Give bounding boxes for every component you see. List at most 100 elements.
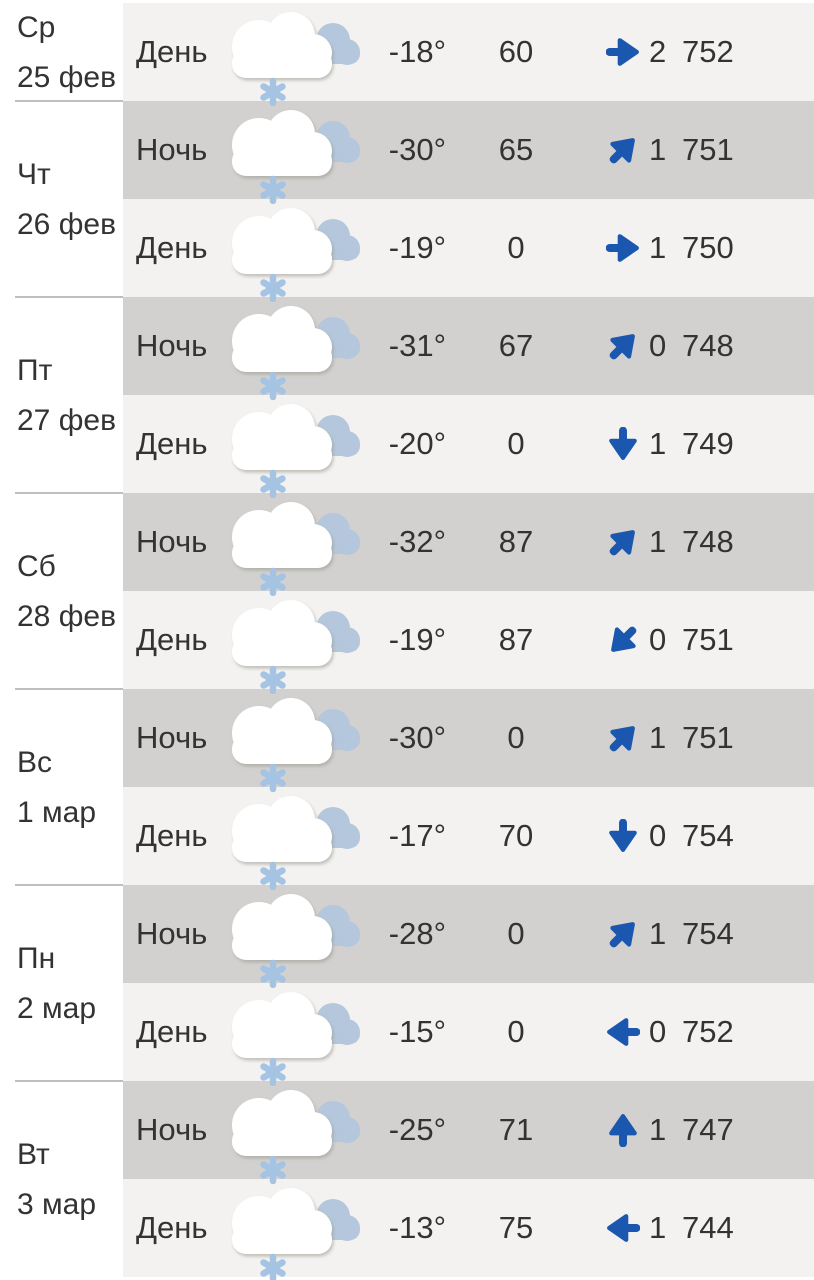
humidity-value: 0 xyxy=(507,916,525,951)
wind-speed-value: 1 xyxy=(649,426,667,461)
temperature-value: -19° xyxy=(388,230,446,265)
day-rows: Ночь -30° 0 1 751 День -17° 70 0 7 xyxy=(123,689,814,885)
cloudy-snow-icon xyxy=(221,1076,346,1184)
cloudy-snow-icon xyxy=(221,390,346,498)
daypart-label: Ночь xyxy=(136,720,208,755)
humidity-value: 0 xyxy=(507,230,525,265)
wind-cell: 1 xyxy=(606,524,682,560)
daypart-label: День xyxy=(136,1014,208,1049)
temperature-value: -20° xyxy=(388,426,446,461)
day-name: Чт xyxy=(17,157,51,191)
humidity-value: 65 xyxy=(498,132,534,167)
day-group: Сб 28 фев Ночь -32° 87 1 748 День -19° 8… xyxy=(0,492,814,689)
day-name: Вс xyxy=(17,745,53,779)
wind-cell: 1 xyxy=(606,426,682,462)
humidity-value: 0 xyxy=(507,1014,525,1049)
wind-speed-value: 0 xyxy=(649,1014,667,1049)
day-cell: Пн 2 мар xyxy=(0,884,123,1081)
wind-cell: 0 xyxy=(606,328,682,364)
wind-speed-value: 2 xyxy=(649,34,667,69)
cloudy-snow-icon xyxy=(221,782,346,890)
wind-speed-value: 1 xyxy=(649,1210,667,1245)
temperature-value: -32° xyxy=(388,524,446,559)
daypart-label: День xyxy=(136,230,208,265)
wind-speed-value: 1 xyxy=(649,916,667,951)
day-date: 28 фев xyxy=(17,599,117,633)
wind-direction-arrow-icon xyxy=(599,518,647,566)
wind-cell: 1 xyxy=(606,916,682,952)
pressure-value: 752 xyxy=(682,1014,734,1049)
forecast-row: Ночь -25° 71 1 747 xyxy=(123,1081,814,1179)
humidity-value: 60 xyxy=(498,34,534,69)
wind-cell: 0 xyxy=(606,818,682,854)
temperature-value: -13° xyxy=(388,1210,446,1245)
day-rows: Ночь -32° 87 1 748 День -19° 87 0 xyxy=(123,493,814,689)
wind-speed-value: 1 xyxy=(649,524,667,559)
wind-speed-value: 0 xyxy=(649,328,667,363)
humidity-value: 87 xyxy=(498,622,534,657)
wind-cell: 1 xyxy=(606,1210,682,1246)
forecast-row: День -15° 0 0 752 xyxy=(123,983,814,1081)
humidity-value: 71 xyxy=(498,1112,534,1147)
day-date: 26 фев xyxy=(17,207,117,241)
pressure-value: 749 xyxy=(682,426,734,461)
pressure-value: 751 xyxy=(682,132,734,167)
day-cell: Чт 26 фев xyxy=(0,100,123,297)
cloudy-snow-icon xyxy=(221,194,346,302)
cloudy-snow-icon xyxy=(221,0,346,106)
wind-speed-value: 1 xyxy=(649,720,667,755)
forecast-row: Ночь -28° 0 1 754 xyxy=(123,885,814,983)
wind-direction-arrow-icon xyxy=(599,126,647,174)
day-cell: Пт 27 фев xyxy=(0,296,123,493)
cloudy-snow-icon xyxy=(221,1174,346,1280)
forecast-row: День -20° 0 1 749 xyxy=(123,395,814,493)
humidity-value: 75 xyxy=(498,1210,534,1245)
temperature-value: -15° xyxy=(388,1014,446,1049)
day-group: Чт 26 фев Ночь -30° 65 1 751 День -19° 0 xyxy=(0,100,814,297)
wind-direction-arrow-icon xyxy=(606,231,640,265)
day-name: Вт xyxy=(17,1137,50,1171)
humidity-value: 0 xyxy=(507,720,525,755)
pressure-value: 752 xyxy=(682,34,734,69)
temperature-value: -18° xyxy=(388,34,446,69)
day-cell: Сб 28 фев xyxy=(0,492,123,689)
day-name: Сб xyxy=(17,549,56,583)
wind-direction-arrow-icon xyxy=(606,1113,640,1147)
day-date: 25 фев xyxy=(17,60,117,94)
cloudy-snow-icon xyxy=(221,488,346,596)
day-name: Пт xyxy=(17,353,53,387)
temperature-value: -17° xyxy=(388,818,446,853)
wind-direction-arrow-icon xyxy=(599,714,647,762)
cloudy-snow-icon xyxy=(221,684,346,792)
daypart-label: День xyxy=(136,34,208,69)
pressure-value: 747 xyxy=(682,1112,734,1147)
day-group: Пт 27 фев Ночь -31° 67 0 748 День -20° 0 xyxy=(0,296,814,493)
temperature-value: -30° xyxy=(388,720,446,755)
cloudy-snow-icon xyxy=(221,96,346,204)
day-name: Ср xyxy=(17,10,56,44)
wind-speed-value: 0 xyxy=(649,622,667,657)
day-group: Пн 2 мар Ночь -28° 0 1 754 День -15° 0 xyxy=(0,884,814,1081)
pressure-value: 754 xyxy=(682,818,734,853)
wind-speed-value: 1 xyxy=(649,132,667,167)
daypart-label: День xyxy=(136,426,208,461)
forecast-row: День -19° 87 0 751 xyxy=(123,591,814,689)
day-rows: Ночь -31° 67 0 748 День -20° 0 1 7 xyxy=(123,297,814,493)
daypart-label: Ночь xyxy=(136,916,208,951)
day-group: Вс 1 мар Ночь -30° 0 1 751 День -17° 70 xyxy=(0,688,814,885)
daypart-label: День xyxy=(136,1210,208,1245)
day-rows: Ночь -25° 71 1 747 День -13° 75 1 xyxy=(123,1081,814,1277)
day-rows: Ночь -30° 65 1 751 День -19° 0 1 7 xyxy=(123,101,814,297)
daypart-label: Ночь xyxy=(136,132,208,167)
day-date: 1 мар xyxy=(17,795,97,829)
day-cell: Вс 1 мар xyxy=(0,688,123,885)
wind-cell: 1 xyxy=(606,132,682,168)
cloudy-snow-icon xyxy=(221,586,346,694)
forecast-row: Ночь -30° 0 1 751 xyxy=(123,689,814,787)
wind-cell: 0 xyxy=(606,622,682,658)
day-cell: Ср 25 фев xyxy=(0,3,123,101)
daypart-label: День xyxy=(136,818,208,853)
cloudy-snow-icon xyxy=(221,292,346,400)
wind-cell: 1 xyxy=(606,230,682,266)
wind-direction-arrow-icon xyxy=(599,616,647,664)
